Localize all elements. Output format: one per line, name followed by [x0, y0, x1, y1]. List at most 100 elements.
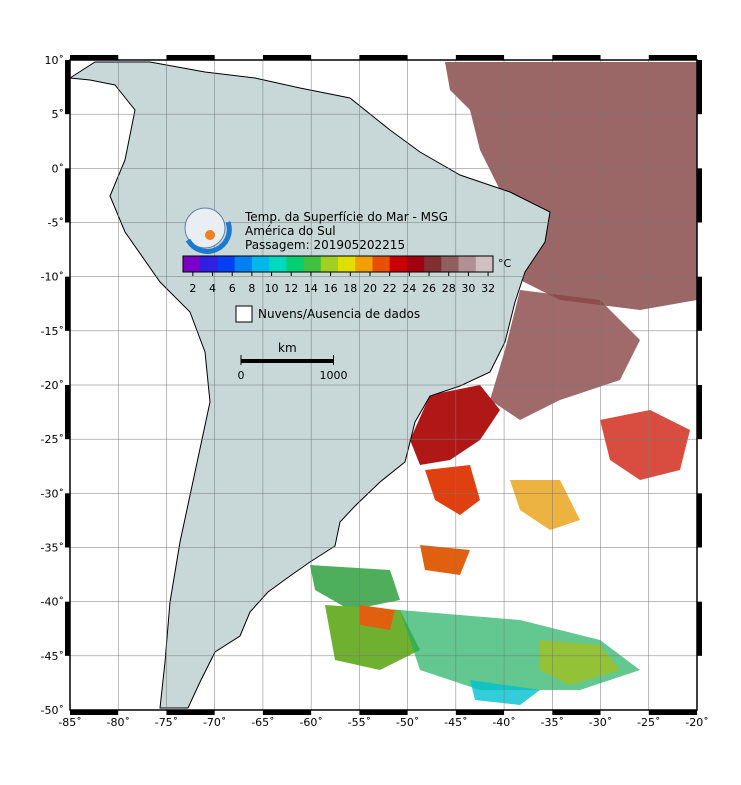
lon-tick-label: -35˚ [541, 716, 564, 729]
title: Temp. da Superfície do Mar - MSG [244, 210, 448, 224]
frame-bar [552, 710, 601, 715]
colorbar-tick-label: 28 [442, 282, 456, 295]
colorbar: 2 4 6 8 10 12 14 16 18 20 22 24 26 28 30 32 [182, 255, 495, 295]
colorbar-segment [355, 256, 373, 272]
lat-tick-label: 10˚ [45, 54, 65, 67]
colorbar-frame [182, 255, 494, 273]
lon-tick-label: -70˚ [203, 716, 226, 729]
scale-tick-label: 0 [238, 369, 245, 382]
colorbar-segment [217, 256, 236, 272]
lat-tick-label: 5˚ [52, 108, 65, 121]
lon-tick-label: -75˚ [155, 716, 178, 729]
colorbar-tick-label: 12 [284, 282, 298, 295]
scale-tick-label: 1000 [320, 369, 348, 382]
colorbar-tick-label: 22 [383, 282, 397, 295]
frame-bar [697, 601, 702, 656]
lon-tick-label: -80˚ [106, 716, 129, 729]
lat-tick-label: -45˚ [41, 650, 64, 663]
colorbar-segment [183, 256, 201, 272]
scale-bar: 0 1000 [238, 355, 348, 382]
colorbar-tick-label: 4 [209, 282, 216, 295]
frame-bar [697, 385, 702, 440]
colorbar-tick-label: 16 [324, 282, 338, 295]
frame-bar [697, 276, 702, 331]
frame-bar [359, 710, 408, 715]
lon-tick-label: -25˚ [637, 716, 660, 729]
colorbar-segment [372, 256, 391, 272]
lat-tick-label: 0˚ [52, 162, 65, 175]
lat-tick-label: -25˚ [41, 433, 64, 446]
frame-bar [648, 710, 697, 715]
legend-swatch [235, 305, 253, 323]
lon-tick-label: -65˚ [251, 716, 274, 729]
lon-tick-label: -20˚ [685, 716, 708, 729]
frame-bar [552, 55, 601, 60]
pass-time: Passagem: 201905202215 [245, 238, 405, 252]
colorbar-tick-label: 8 [248, 282, 255, 295]
legend-label: Nuvens/Ausencia de dados [258, 307, 420, 321]
colorbar-segment [303, 256, 322, 272]
colorbar-tick-label: 2 [189, 282, 196, 295]
lon-tick-label: -30˚ [589, 716, 612, 729]
frame-bar [648, 55, 697, 60]
frame-bar [359, 55, 408, 60]
colorbar-segment [320, 256, 339, 272]
colorbar-tick-label: 14 [304, 282, 318, 295]
colorbar-tick-label: 32 [481, 282, 495, 295]
frame-bar [262, 710, 312, 715]
frame-bar [65, 168, 70, 223]
frame-bar [697, 60, 702, 115]
frame-bars [65, 55, 702, 715]
frame-bar [455, 55, 505, 60]
frame-bar [70, 710, 119, 715]
colorbar-segment [269, 256, 287, 272]
colorbar-segment [424, 256, 442, 272]
colorbar-tick-label: 6 [229, 282, 236, 295]
frame-bar [65, 601, 70, 656]
frame-bar [262, 55, 312, 60]
lat-tick-label: -15˚ [41, 325, 64, 338]
frame-bar [70, 55, 119, 60]
frame-bar [65, 385, 70, 440]
lat-tick-label: -30˚ [41, 487, 64, 500]
lon-tick-label: -85˚ [58, 716, 81, 729]
colorbar-tick-label: 18 [343, 282, 357, 295]
colorbar-segment [389, 256, 408, 272]
colorbar-tick-label: 26 [422, 282, 436, 295]
colorbar-segment [475, 256, 494, 272]
scale-bar-body [241, 359, 334, 363]
frame-bar [65, 493, 70, 548]
colorbar-segment [200, 256, 218, 272]
scale-unit: km [278, 341, 297, 355]
colorbar-segment [251, 256, 270, 272]
colorbar-unit: °C [498, 257, 512, 270]
frame-bar [455, 710, 505, 715]
frame-bar [697, 168, 702, 223]
lat-tick-label: -50˚ [41, 704, 64, 717]
lat-tick-label: -20˚ [41, 379, 64, 392]
lat-tick-label: -40˚ [41, 596, 64, 609]
frame-bar [166, 710, 215, 715]
frame-bar [697, 493, 702, 548]
lon-tick-label: -50˚ [396, 716, 419, 729]
frame-bar [65, 60, 70, 115]
colorbar-segment [234, 256, 253, 272]
lat-tick-label: -10˚ [41, 271, 64, 284]
sst-patches [310, 62, 697, 705]
colorbar-tick-label: 24 [402, 282, 416, 295]
colorbar-segment [458, 256, 477, 272]
lon-tick-label: -40˚ [492, 716, 515, 729]
colorbar-segment [441, 256, 460, 272]
frame-bar [166, 55, 215, 60]
lat-tick-label: -35˚ [41, 542, 64, 555]
region: América do Sul [245, 224, 336, 238]
colorbar-segment [286, 256, 305, 272]
colorbar-tick-label: 10 [265, 282, 279, 295]
colorbar-segment [406, 256, 425, 272]
inpe-logo [184, 207, 232, 254]
lon-tick-label: -55˚ [348, 716, 371, 729]
lat-tick-label: -5˚ [48, 217, 64, 230]
colorbar-tick-label: 30 [461, 282, 475, 295]
lon-tick-label: -60˚ [299, 716, 322, 729]
